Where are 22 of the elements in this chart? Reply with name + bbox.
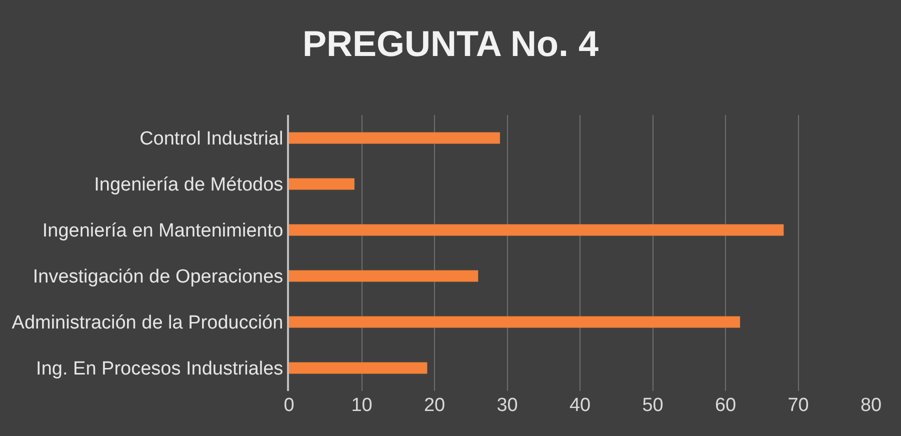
x-tick-label: 80 (860, 395, 882, 416)
bar (289, 132, 500, 144)
y-tick-label: Administración de la Producción (12, 312, 284, 334)
y-tick-label: Investigación de Operaciones (32, 266, 284, 288)
x-tick-label: 50 (642, 395, 664, 416)
x-tick-label: 0 (284, 395, 294, 416)
y-tick-label: Ing. En Procesos Industriales (36, 358, 284, 380)
y-tick-label: Ingeniería de Métodos (94, 174, 284, 196)
x-tick-label: 30 (496, 395, 518, 416)
bar (289, 224, 784, 236)
y-tick-label: Control Industrial (140, 128, 284, 150)
x-tick-label: 60 (714, 395, 736, 416)
bar (289, 178, 354, 190)
chart-title: PREGUNTA No. 4 (302, 23, 599, 64)
bar (289, 316, 740, 328)
bar (289, 362, 428, 374)
y-tick-label: Ingeniería en Mantenimiento (42, 220, 284, 242)
x-tick-label: 40 (569, 395, 591, 416)
x-tick-label: 20 (424, 395, 446, 416)
x-tick-label: 70 (788, 395, 809, 416)
bar (289, 270, 478, 282)
x-tick-label: 10 (351, 395, 372, 416)
